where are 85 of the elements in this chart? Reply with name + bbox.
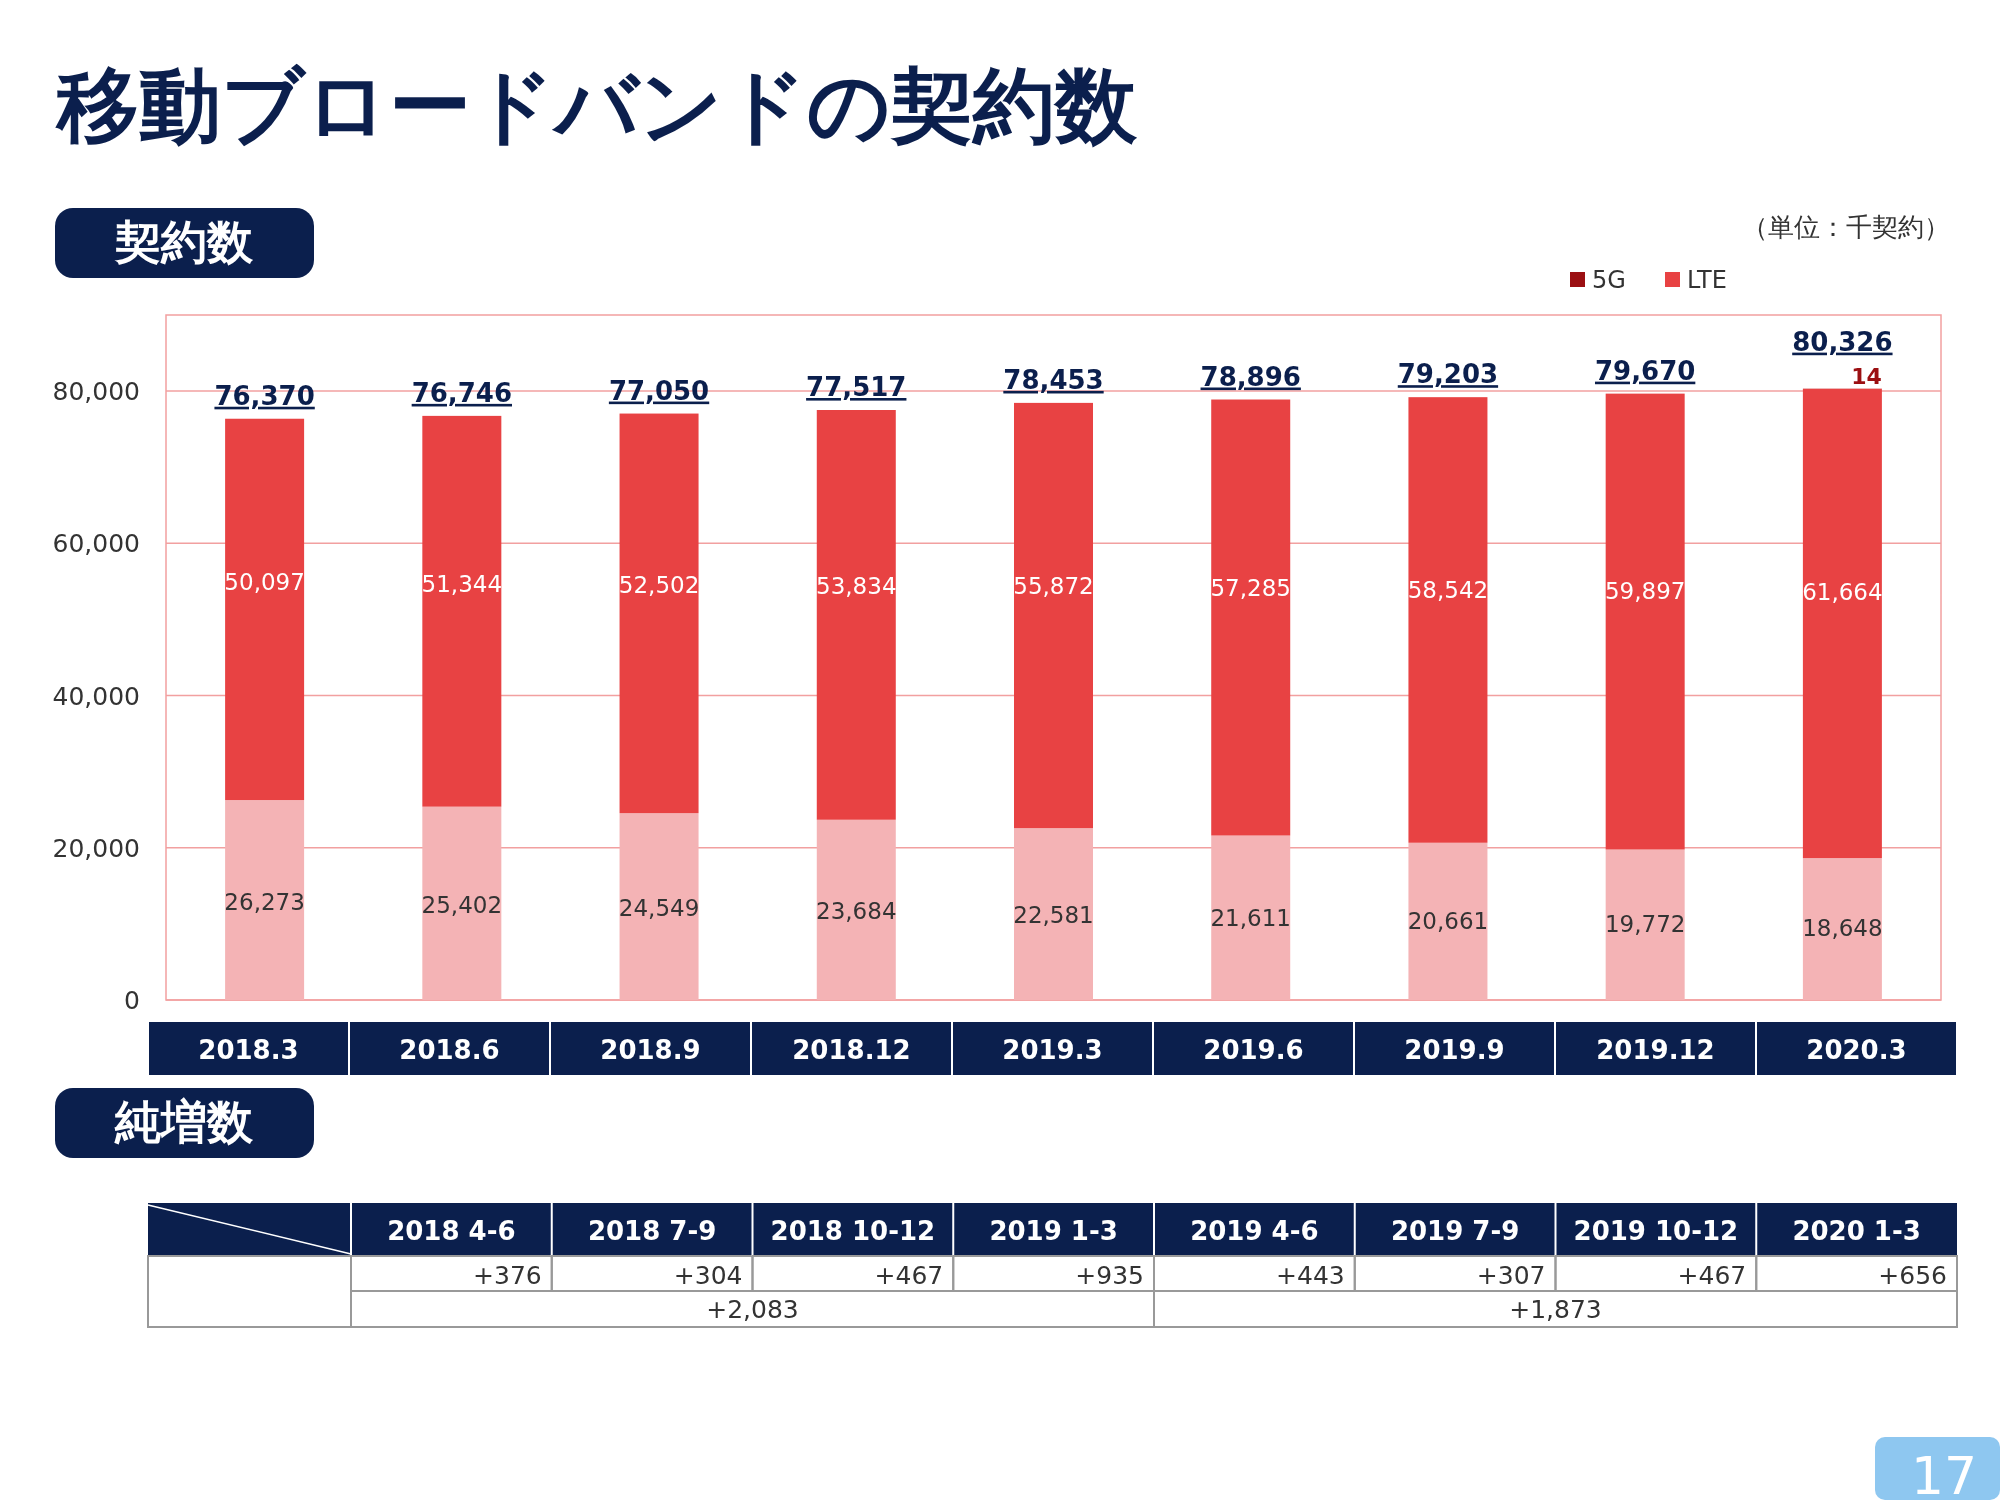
data-label: 59,897 [1604,577,1686,604]
data-label: 20,661 [1407,908,1489,935]
x-tick-label: 2020.3 [1806,1035,1907,1065]
category-label: 2018 10-12 [770,1216,936,1246]
y-tick-label: 60,000 [52,529,140,559]
data-label: 19,772 [1604,911,1686,938]
bar [619,813,699,1000]
data-label: 53,834 [816,573,897,600]
total-label: 79,670 [1594,355,1696,386]
bar [1605,393,1685,850]
text: +935 [1075,1261,1144,1290]
text: （単位：千契約） [1742,212,1950,242]
chart-subtitle: 契約数 [114,215,254,269]
category-label: 2019 4-6 [1190,1216,1319,1246]
total-label: 78,896 [1200,361,1301,392]
text: +307 [1476,1261,1546,1290]
y-tick-label: 20,000 [52,833,140,863]
data-label: 50,097 [224,569,305,596]
x-tick-label: 2018.6 [399,1035,500,1065]
text: +467 [1677,1261,1747,1290]
total-label: 78,453 [1003,364,1104,395]
text: +467 [874,1261,944,1290]
bar [1211,835,1291,1000]
text: 純増数 [114,1095,254,1149]
data-label: 21,611 [1210,904,1291,931]
data-label: 23,684 [816,897,897,924]
text: +304 [673,1261,743,1290]
x-tick-label: 2019.12 [1596,1035,1715,1065]
y-tick-label: 40,000 [52,681,140,711]
text: +656 [1878,1261,1947,1290]
x-tick-label: 2019.3 [1002,1035,1103,1065]
x-tick-label: 2019.9 [1404,1035,1505,1065]
x-tick-label: 2018.3 [198,1035,299,1065]
x-tick-label: 2018.9 [600,1035,701,1065]
category-label: 2019 7-9 [1390,1216,1520,1246]
bar [1605,849,1685,1000]
bar [619,413,699,814]
bar [225,800,305,1000]
category-label: 2020 1-3 [1792,1216,1921,1246]
data-label: 55,872 [1013,573,1094,600]
bar [1802,388,1882,859]
category-label: 2018 4-6 [387,1216,516,1246]
data-label: 57,285 [1210,574,1291,601]
category-label: 2019 10-12 [1573,1216,1739,1246]
data-label: 58,542 [1407,576,1489,603]
total-label: 76,370 [214,380,315,411]
data-label: 14 [1851,363,1882,389]
data-label: 18,648 [1802,915,1883,942]
total-label: 77,517 [806,372,907,402]
total-label: 79,203 [1397,359,1499,390]
bar [816,819,896,1000]
bar [1014,828,1093,1000]
text: +443 [1276,1261,1345,1290]
y-tick-label: 0 [124,986,140,1015]
bar [816,410,896,820]
bar [422,415,502,807]
category-label: 2019 1-3 [989,1216,1118,1246]
data-label: 26,273 [224,889,305,916]
bar [1014,402,1093,829]
bar [1408,397,1488,843]
data-label: 24,549 [618,894,700,921]
bar [1211,399,1291,836]
total-label: 76,746 [411,377,513,408]
total-label: 77,050 [608,375,710,406]
bar [1408,842,1488,1000]
bar [422,806,502,1000]
data-label: 61,664 [1802,578,1883,605]
text: +376 [473,1261,542,1290]
category-label: 2018 7-9 [587,1216,717,1246]
x-tick-label: 2019.6 [1203,1035,1304,1065]
x-tick-label: 2018.12 [792,1035,911,1065]
data-label: 51,344 [421,570,503,597]
chart-title: 移動ブロードバンドの契約数 [55,58,1138,153]
legend-label: LTE [1687,266,1727,294]
text: +2,083 [706,1295,799,1324]
text: 17 [1910,1446,1978,1500]
total-label: 80,326 [1792,326,1893,357]
data-label: 22,581 [1013,901,1094,928]
data-label: 52,502 [618,572,700,599]
bar [225,418,305,801]
data-label: 25,402 [421,892,503,918]
bar [1802,858,1882,1000]
legend-label: 5G [1592,266,1626,294]
y-tick-label: 80,000 [52,377,140,407]
text: +1,873 [1509,1295,1602,1324]
